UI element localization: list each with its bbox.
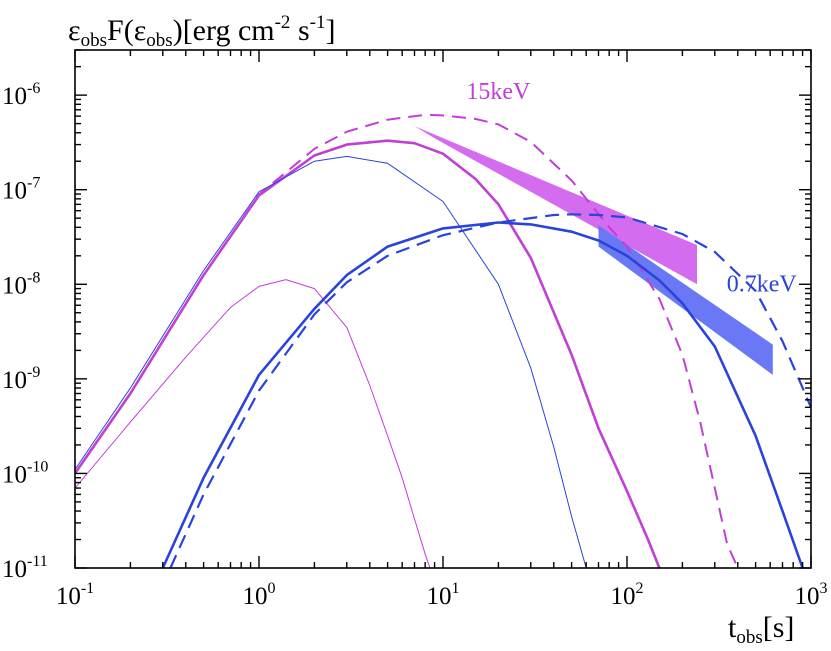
y-tick-label: 10-8 bbox=[2, 269, 40, 299]
ticks-layer bbox=[74, 49, 812, 569]
annotations-layer: 15keV 0.7keV bbox=[466, 79, 797, 297]
y-tick-label: 10-6 bbox=[2, 80, 40, 110]
x-axis-title: tobs[s] bbox=[728, 611, 794, 648]
tick-labels-layer: 10-1 100 101 102 103 10-11 10-10 10-9 10-8 10-7 10… bbox=[2, 80, 828, 610]
series-layer bbox=[75, 113, 811, 568]
15kev-solid-thick-line bbox=[75, 139, 661, 568]
15kev-solid-thin-line bbox=[75, 279, 431, 568]
0-7kev-thin-line bbox=[75, 155, 587, 568]
observed-band-0-7kev bbox=[598, 225, 773, 375]
y-axis-title: εobsF(εobs)[erg cm-2 s-1] bbox=[68, 12, 335, 51]
y-tick-label: 10-9 bbox=[2, 364, 40, 394]
x-tick-label: 101 bbox=[427, 580, 460, 610]
y-tick-label: 10-7 bbox=[2, 175, 40, 205]
x-tick-label: 100 bbox=[243, 580, 276, 610]
x-tick-label: 102 bbox=[611, 580, 644, 610]
0-7kev-solid-thick-line bbox=[161, 221, 804, 568]
y-tick-label: 10-11 bbox=[2, 553, 48, 583]
15kev-dashed-line bbox=[75, 113, 739, 568]
y-tick-label: 10-10 bbox=[2, 458, 48, 488]
0-7kev-dashed-line bbox=[169, 213, 811, 568]
label-15kev: 15keV bbox=[466, 79, 531, 105]
x-tick-label: 10-1 bbox=[56, 580, 94, 610]
x-tick-label: 103 bbox=[795, 580, 828, 610]
label-0-7kev: 0.7keV bbox=[727, 271, 798, 297]
